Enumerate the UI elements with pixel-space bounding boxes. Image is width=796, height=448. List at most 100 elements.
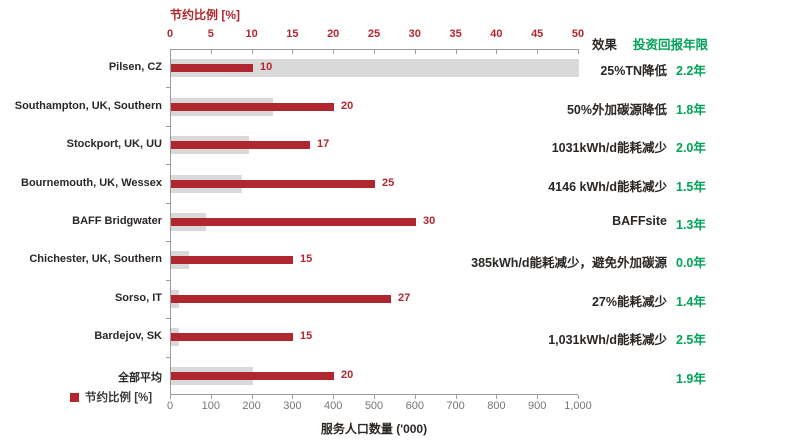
top-axis-tick-label: 25	[367, 28, 381, 40]
top-axis-tick	[496, 49, 498, 54]
effect-text: 1031kWh/d能耗减少	[551, 141, 667, 155]
saving-value-label: 15	[300, 253, 313, 265]
bottom-axis-tick	[333, 395, 335, 399]
category-label: Stockport, UK, UU	[66, 138, 162, 150]
effect-text: 50%外加碳源降低	[566, 103, 667, 117]
bottom-axis-tick-label: 700	[446, 400, 465, 412]
top-axis-tick	[414, 49, 416, 54]
top-axis-tick-label: 0	[166, 28, 174, 40]
payback-text: 1.5年	[676, 180, 706, 194]
saving-bar	[171, 218, 416, 226]
bottom-axis-tick-label: 600	[405, 400, 424, 412]
top-axis-tick	[170, 49, 171, 54]
bottom-axis-tick	[251, 395, 253, 399]
effect-text: 385kWh/d能耗减少，避免外加碳源	[471, 256, 667, 270]
top-axis-tick	[455, 49, 457, 54]
payback-column-header: 投资回报年限	[633, 38, 709, 52]
saving-value-label: 30	[423, 215, 436, 227]
legend: 节约比例 [%]	[70, 389, 152, 405]
saving-value-label: 27	[398, 292, 411, 304]
payback-text: 2.0年	[676, 141, 706, 155]
bottom-axis-tick	[496, 395, 498, 399]
top-axis-tick-label: 5	[207, 28, 214, 40]
payback-text: 1.3年	[676, 218, 706, 232]
effect-text: 27%能耗减少	[591, 295, 667, 309]
bottom-axis-tick-label: 300	[283, 400, 302, 412]
saving-bar	[171, 256, 293, 264]
top-axis-tick	[333, 49, 335, 54]
top-axis-tick-label: 30	[408, 28, 421, 40]
left-axis-tick	[166, 318, 170, 319]
top-axis-tick-label: 40	[490, 28, 503, 40]
bottom-axis-tick	[210, 395, 212, 399]
top-axis-tick	[251, 49, 253, 54]
plot-area: 10 20 17 25 30 15 27 15 20	[166, 49, 579, 399]
category-label: Pilsen, CZ	[108, 61, 162, 73]
legend-label: 节约比例 [%]	[85, 392, 153, 404]
effect-text: 4146 kWh/d能耗减少	[548, 180, 667, 194]
population-bar	[171, 59, 579, 77]
payback-text: 0.0年	[676, 256, 706, 270]
category-label: Bournemouth, UK, Wessex	[21, 177, 162, 189]
bottom-axis-tick	[455, 395, 457, 399]
bottom-axis-tick	[414, 395, 416, 399]
top-axis-title: 节约比例 [%]	[170, 8, 240, 22]
legend-swatch-icon	[70, 392, 79, 402]
payback-text: 1.4年	[676, 295, 706, 309]
top-axis-tick-label: 20	[327, 28, 340, 40]
left-axis-line	[170, 49, 171, 395]
top-axis-tick-label: 10	[245, 28, 258, 40]
bottom-axis-tick-label: 500	[364, 400, 384, 412]
left-axis-tick	[166, 87, 170, 88]
top-axis-tick	[374, 49, 375, 54]
left-axis-tick	[166, 126, 170, 127]
bottom-axis-tick	[170, 395, 171, 399]
bottom-axis-line	[170, 394, 578, 395]
bottom-axis-tick	[292, 395, 294, 399]
top-axis-tick	[292, 49, 294, 54]
left-axis-tick	[166, 280, 170, 281]
saving-bar	[171, 333, 293, 341]
bottom-axis-tick-label: 200	[242, 400, 261, 412]
bottom-axis-tick	[537, 395, 539, 399]
category-label: Bardejov, SK	[94, 330, 162, 342]
category-label: Chichester, UK, Southern	[29, 253, 162, 265]
top-axis-tick-label: 45	[531, 28, 544, 40]
category-label: BAFF Bridgwater	[72, 215, 162, 227]
left-axis-tick	[166, 241, 170, 242]
bottom-axis-tick-label: 100	[201, 400, 220, 412]
payback-text: 2.2年	[676, 64, 706, 78]
top-axis-tick-label: 50	[571, 28, 585, 40]
saving-bar	[171, 64, 253, 72]
saving-bar	[171, 103, 334, 111]
saving-bar	[171, 180, 375, 188]
bottom-axis-tick-label: 0	[166, 400, 174, 412]
top-axis-tick	[578, 49, 579, 54]
saving-bar	[171, 372, 334, 380]
bottom-axis-tick-label: 400	[324, 400, 343, 412]
top-axis-tick	[537, 49, 539, 54]
bottom-axis-tick-label: 800	[487, 400, 506, 412]
effect-text: BAFFsite	[612, 214, 667, 228]
category-label: Sorso, IT	[114, 292, 162, 304]
bottom-axis-title: 服务人口数量 ('000)	[320, 422, 428, 436]
top-axis-tick-label: 35	[449, 28, 462, 40]
top-axis-tick-label: 15	[286, 28, 299, 40]
saving-bar	[171, 295, 391, 303]
category-label: 全部平均	[118, 372, 162, 384]
category-label: Southampton, UK, Southern	[14, 100, 162, 112]
bottom-axis-tick-label: 1,000	[564, 400, 592, 412]
bottom-axis-tick	[578, 395, 579, 399]
left-axis-tick	[166, 164, 170, 165]
payback-text: 1.8年	[676, 103, 706, 117]
saving-value-label: 17	[317, 138, 330, 150]
payback-text: 1.9年	[676, 372, 706, 386]
saving-value-label: 15	[300, 330, 313, 342]
top-axis-tick	[210, 49, 212, 54]
effect-text: 25%TN降低	[600, 64, 667, 78]
effect-text: 1,031kWh/d能耗减少	[548, 333, 667, 347]
saving-value-label: 20	[341, 369, 354, 381]
effect-column-header: 效果	[592, 38, 618, 52]
saving-value-label: 20	[341, 100, 354, 112]
